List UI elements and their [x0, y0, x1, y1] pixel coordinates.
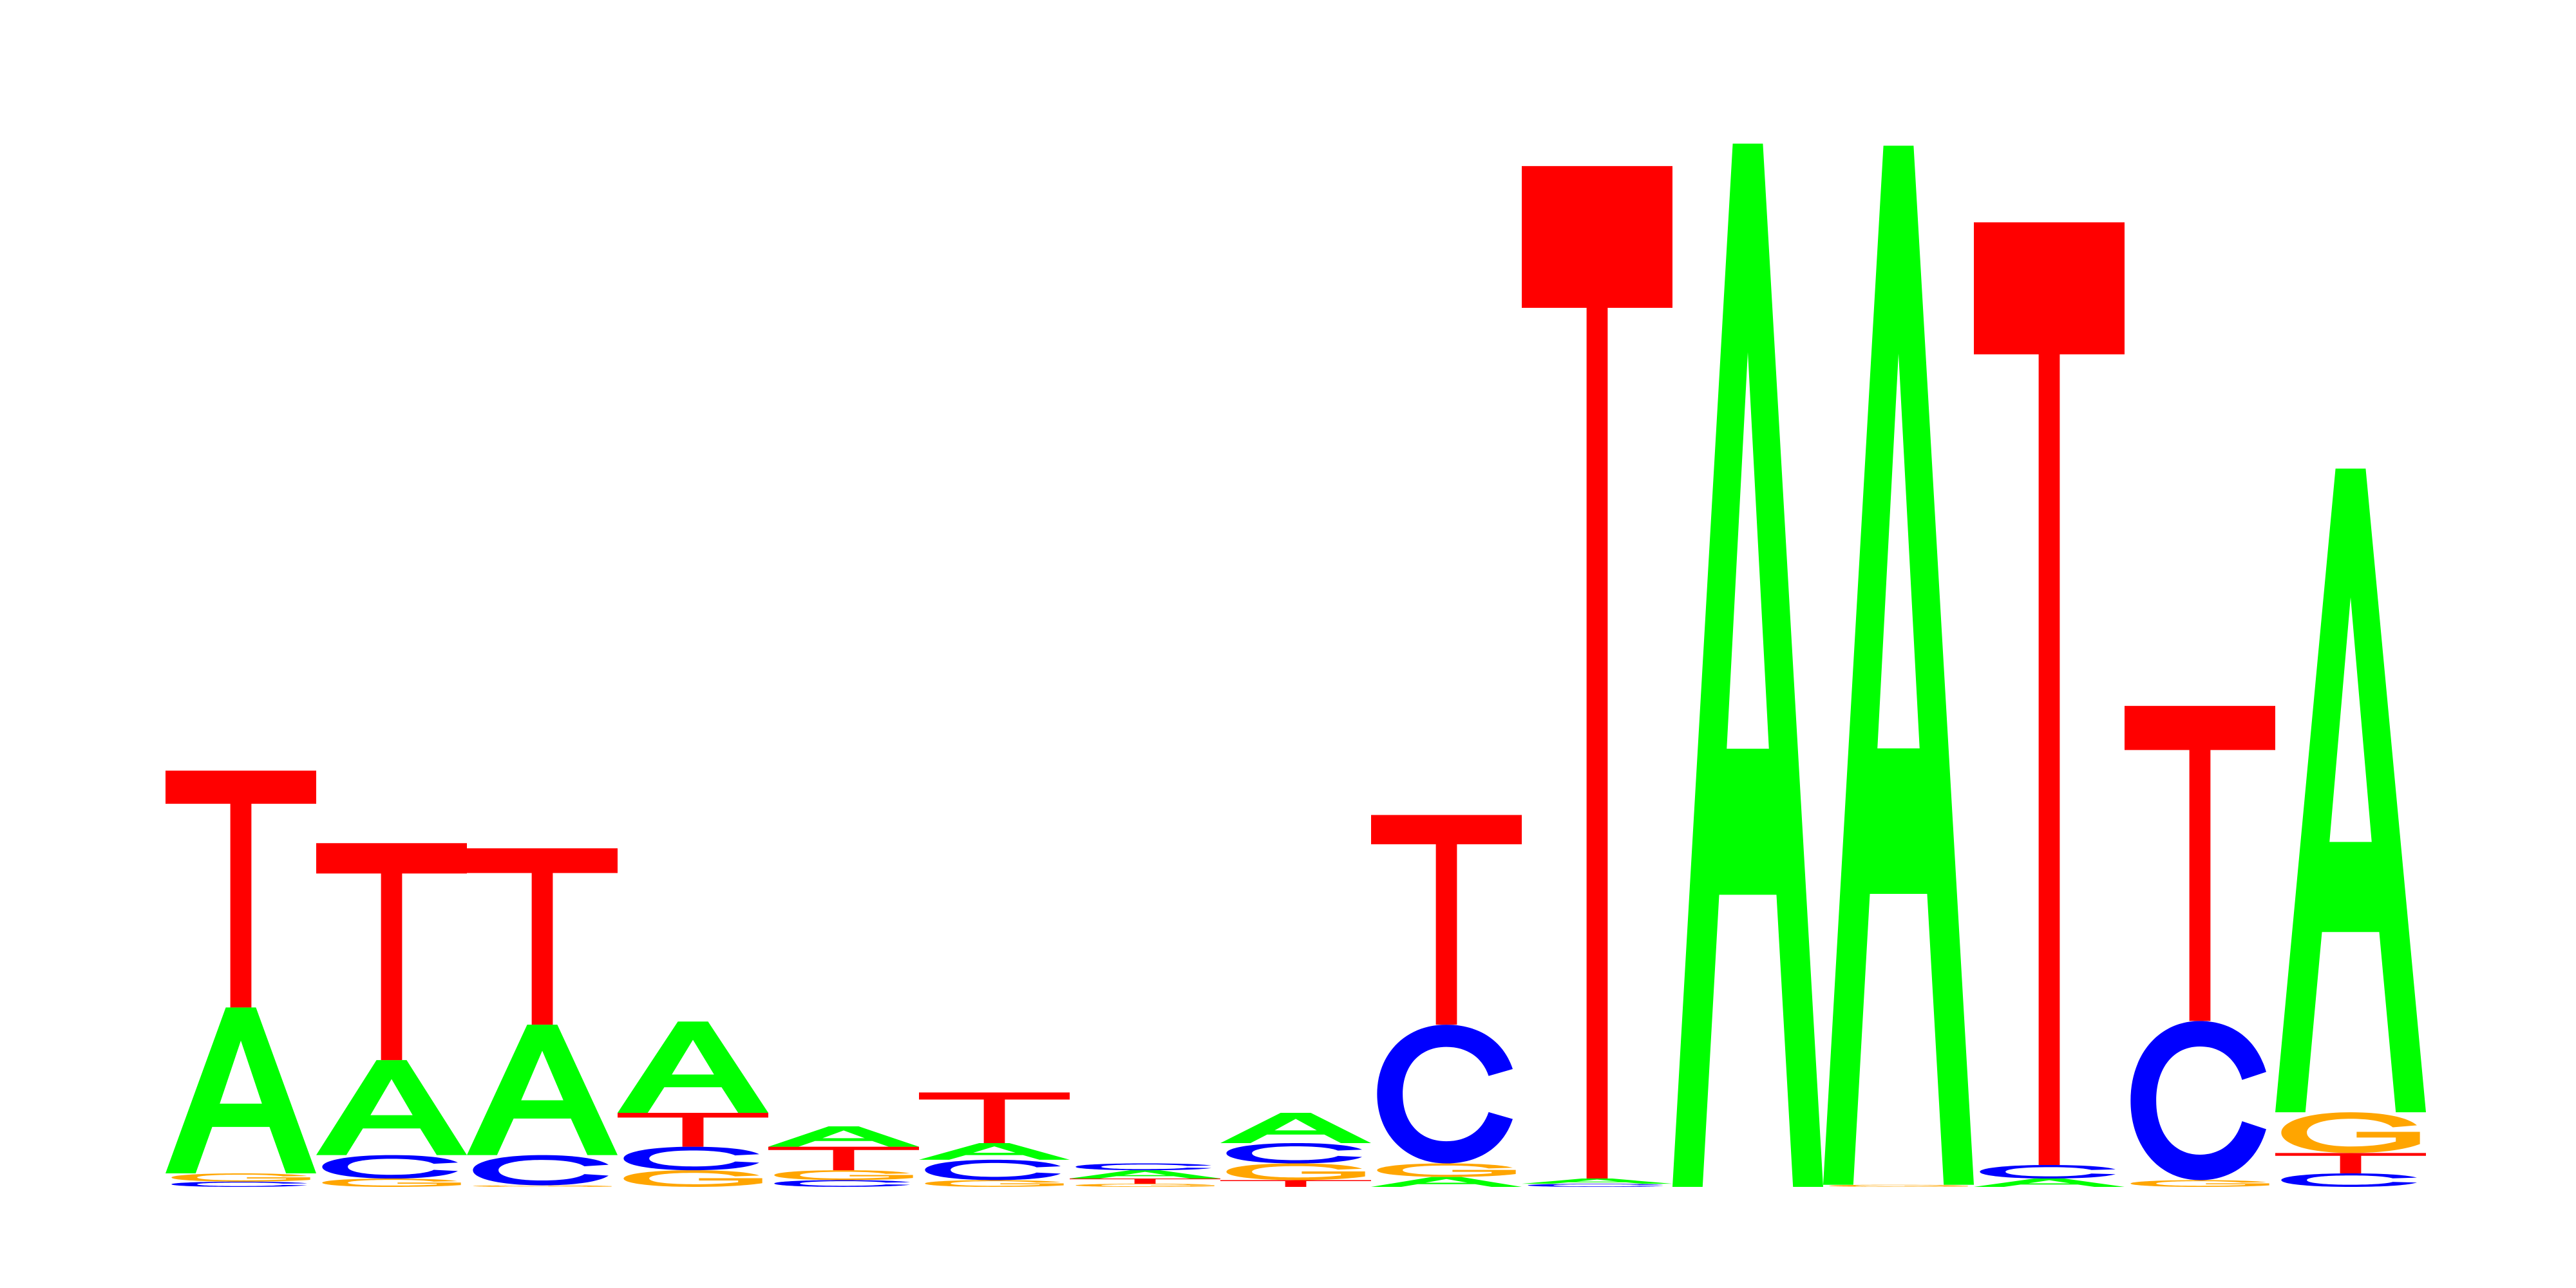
logo-position-8 — [1220, 1112, 1371, 1187]
letter-C-position-5 — [774, 1180, 910, 1187]
letter-stacks — [166, 144, 2426, 1188]
logo-position-1 — [166, 770, 316, 1187]
letter-T-position-2 — [316, 843, 467, 1061]
letter-G-position-14 — [2130, 1180, 2269, 1187]
letter-T-position-5 — [768, 1146, 919, 1171]
letter-C-position-7 — [1075, 1163, 1211, 1171]
letter-T-position-8 — [1220, 1180, 1371, 1187]
letter-T-position-6 — [919, 1092, 1070, 1143]
letter-T-position-14 — [2125, 706, 2275, 1021]
letter-C-position-6 — [925, 1159, 1061, 1180]
letter-C-position-13 — [1980, 1164, 2116, 1179]
letter-G-position-2 — [322, 1179, 461, 1187]
letter-C-position-1 — [171, 1181, 307, 1187]
letter-T-position-9 — [1371, 815, 1522, 1025]
letter-C-position-10 — [1528, 1184, 1663, 1187]
letter-G-position-15 — [2281, 1112, 2420, 1153]
letter-G-position-5 — [774, 1170, 913, 1180]
letter-G-position-3 — [473, 1185, 612, 1187]
letter-G-position-1 — [171, 1173, 310, 1182]
letter-A-position-15 — [2275, 468, 2426, 1113]
letter-T-position-15 — [2275, 1153, 2426, 1173]
letter-G-position-9 — [1377, 1163, 1516, 1177]
letter-A-position-7 — [1070, 1170, 1220, 1179]
logo-position-9 — [1371, 815, 1522, 1187]
letter-C-position-2 — [322, 1155, 458, 1179]
logo-position-15 — [2275, 468, 2426, 1187]
letter-A-position-4 — [618, 1021, 768, 1113]
logo-position-11 — [1672, 144, 1823, 1188]
letter-A-position-2 — [316, 1060, 467, 1155]
letter-A-position-12 — [1823, 146, 1974, 1185]
letter-G-position-7 — [1075, 1184, 1215, 1187]
logo-position-4 — [618, 1021, 768, 1187]
letter-G-position-12 — [1829, 1184, 1968, 1187]
letter-A-position-8 — [1220, 1112, 1371, 1143]
logo-position-2 — [316, 843, 467, 1187]
letter-T-position-13 — [1974, 222, 2125, 1165]
letter-T-position-1 — [166, 770, 316, 1008]
logo-position-5 — [768, 1126, 919, 1187]
letter-A-position-13 — [1974, 1179, 2125, 1187]
letter-T-position-4 — [618, 1112, 768, 1147]
letter-C-position-4 — [623, 1146, 759, 1171]
letter-G-position-8 — [1226, 1163, 1365, 1180]
logo-position-10 — [1522, 166, 1672, 1187]
logo-position-6 — [919, 1092, 1070, 1187]
logo-position-14 — [2125, 706, 2275, 1187]
letter-T-position-3 — [467, 848, 618, 1025]
letter-A-position-1 — [166, 1007, 316, 1173]
letter-A-position-9 — [1371, 1177, 1522, 1187]
letter-A-position-3 — [467, 1025, 618, 1155]
letter-A-position-6 — [919, 1142, 1070, 1160]
letter-T-position-7 — [1070, 1179, 1220, 1184]
letter-C-position-14 — [2130, 1021, 2266, 1180]
logo-position-13 — [1974, 222, 2125, 1187]
letter-C-position-15 — [2281, 1173, 2417, 1187]
letter-G-position-4 — [623, 1170, 762, 1187]
letter-T-position-10 — [1522, 166, 1672, 1179]
letter-C-position-3 — [473, 1155, 609, 1186]
logo-position-12 — [1823, 146, 1974, 1187]
letter-C-position-9 — [1377, 1025, 1513, 1164]
letter-G-position-6 — [925, 1180, 1064, 1187]
letter-A-position-10 — [1522, 1179, 1672, 1184]
letter-A-position-11 — [1672, 144, 1823, 1188]
logo-position-7 — [1070, 1163, 1220, 1187]
letter-A-position-5 — [768, 1126, 919, 1147]
letter-C-position-8 — [1226, 1142, 1362, 1164]
logo-position-3 — [467, 848, 618, 1187]
